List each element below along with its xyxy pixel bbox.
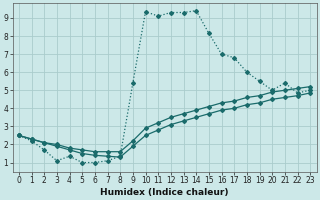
X-axis label: Humidex (Indice chaleur): Humidex (Indice chaleur) [100,188,229,197]
